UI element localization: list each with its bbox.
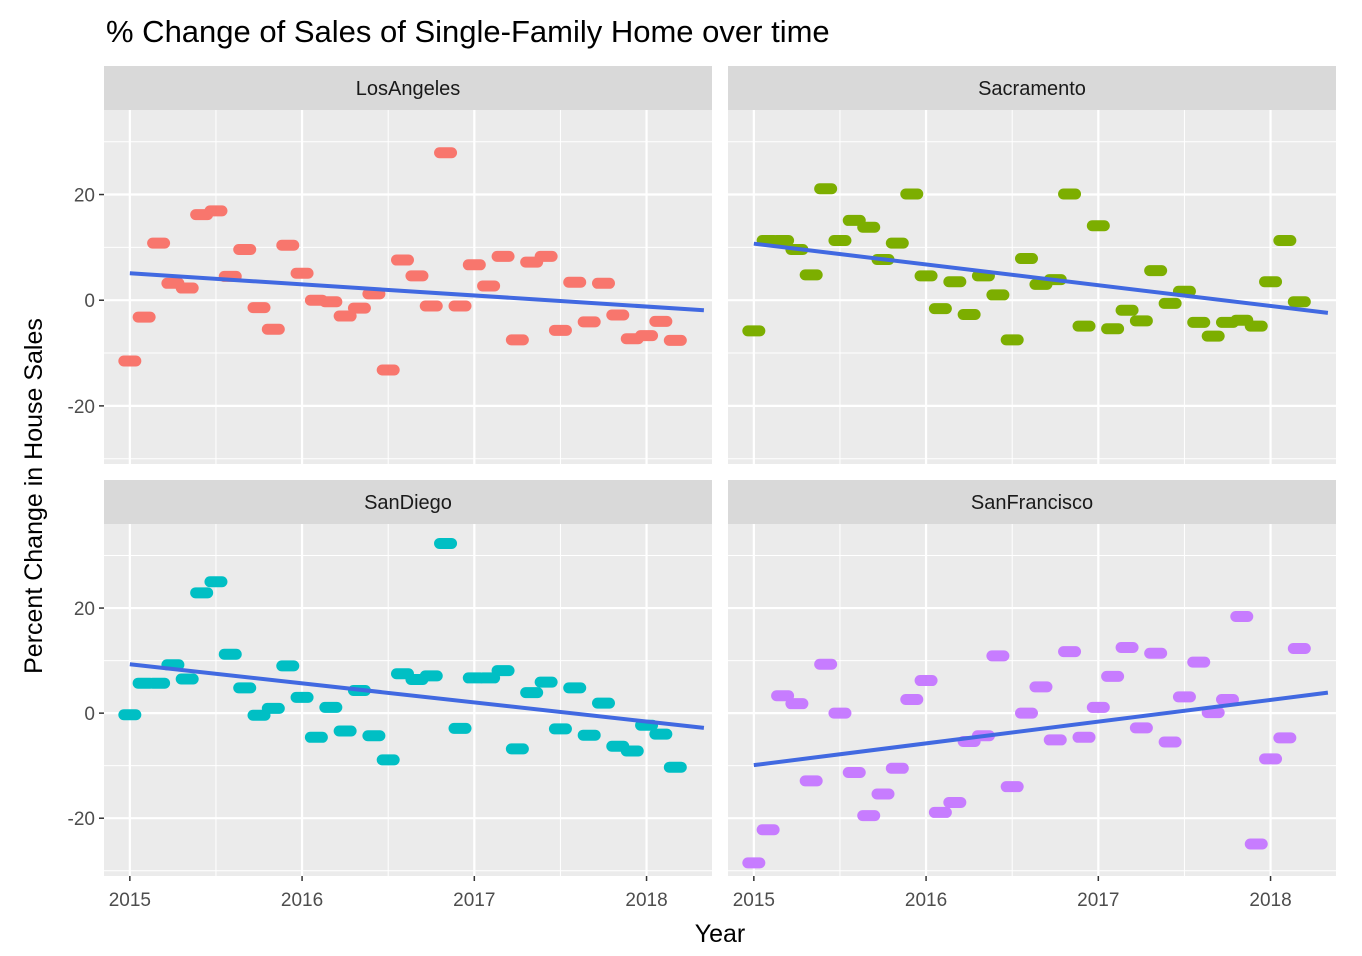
x-axis-title: Year bbox=[695, 920, 746, 948]
panel-background bbox=[104, 524, 712, 876]
facet-strip-label: SanFrancisco bbox=[971, 492, 1093, 514]
data-points bbox=[742, 183, 1311, 346]
data-points bbox=[118, 147, 687, 376]
trend-line bbox=[753, 690, 1329, 768]
facet-strip bbox=[104, 66, 712, 110]
y-tick-label: 0 bbox=[84, 291, 95, 312]
y-tick-label: 20 bbox=[74, 186, 95, 207]
gridlines bbox=[728, 524, 1336, 876]
facet-panels: LosAngeles -20 0 20 Sacramento SanDiego -20 0 20… bbox=[68, 66, 1336, 911]
facet-sacramento: Sacramento bbox=[728, 66, 1336, 464]
x-tick-label: 2016 bbox=[281, 890, 323, 911]
x-tick-label: 2018 bbox=[625, 890, 667, 911]
trend-line bbox=[129, 662, 705, 730]
y-axis-title: Percent Change in House Sales bbox=[20, 318, 48, 674]
facet-sanfrancisco: SanFrancisco 2015 2016 2017 2018 bbox=[728, 480, 1336, 911]
facet-strip-label: LosAngeles bbox=[356, 78, 461, 100]
facet-strip-label: SanDiego bbox=[364, 492, 452, 514]
facet-losangeles: LosAngeles -20 0 20 bbox=[68, 66, 712, 464]
x-tick-label: 2017 bbox=[453, 890, 495, 911]
gridlines bbox=[104, 524, 712, 876]
x-tick-label: 2017 bbox=[1077, 890, 1119, 911]
chart-title: % Change of Sales of Single-Family Home … bbox=[106, 14, 830, 49]
facet-strip bbox=[104, 480, 712, 524]
x-tick-label: 2015 bbox=[733, 890, 775, 911]
facet-strip-label: Sacramento bbox=[978, 78, 1086, 100]
trend-line bbox=[129, 271, 705, 313]
panel-background bbox=[728, 524, 1336, 876]
facet-strip bbox=[728, 66, 1336, 110]
y-tick-label: 0 bbox=[84, 704, 95, 725]
facet-strip bbox=[728, 480, 1336, 524]
y-tick-label: 20 bbox=[74, 599, 95, 620]
gridlines bbox=[104, 110, 712, 464]
data-points bbox=[118, 537, 687, 773]
x-tick-label: 2018 bbox=[1249, 890, 1291, 911]
x-tick-label: 2015 bbox=[109, 890, 151, 911]
x-tick-label: 2016 bbox=[905, 890, 947, 911]
y-tick-label: -20 bbox=[68, 397, 95, 418]
y-tick-label: -20 bbox=[68, 809, 95, 830]
trend-line bbox=[753, 241, 1329, 315]
facet-sandiego: SanDiego -20 0 20 2015 2016 2017 2018 bbox=[68, 480, 712, 911]
